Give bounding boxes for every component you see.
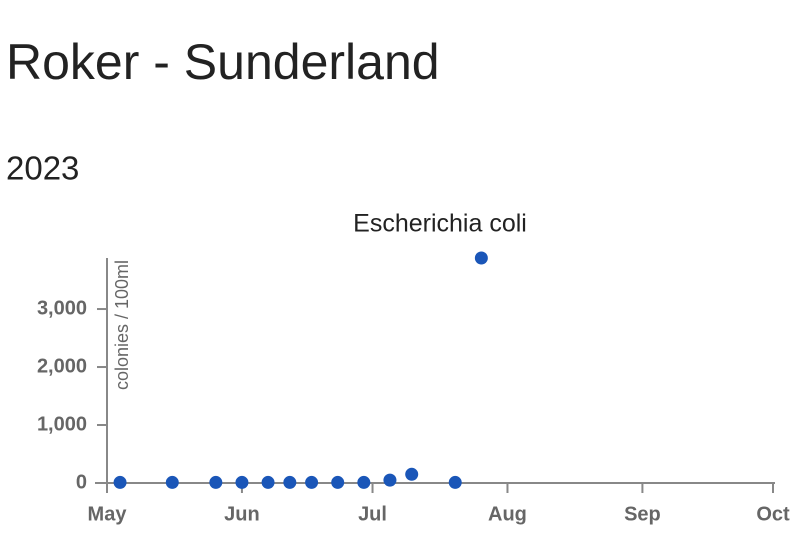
- y-tick-label: 1,000: [37, 413, 87, 435]
- y-tick-label: 0: [76, 471, 87, 493]
- x-tick-label: Jul: [358, 503, 387, 525]
- x-tick-label: May: [88, 503, 128, 525]
- point: [113, 475, 127, 489]
- point: [305, 475, 319, 489]
- point: [261, 475, 275, 489]
- x-tick-label: Jun: [224, 503, 260, 525]
- y-tick-label: 2,000: [37, 355, 87, 377]
- point: [357, 475, 371, 489]
- point: [448, 475, 462, 489]
- point: [165, 475, 179, 489]
- point: [474, 251, 488, 265]
- point: [283, 475, 297, 489]
- y-tick-label: 3,000: [37, 297, 87, 319]
- x-tick-label: Oct: [756, 503, 790, 525]
- point: [235, 475, 249, 489]
- x-tick-label: Aug: [488, 503, 527, 525]
- y-axis-label: colonies / 100ml: [112, 260, 132, 390]
- point: [331, 475, 345, 489]
- chart-title: Escherichia coli: [353, 210, 527, 238]
- point: [405, 467, 419, 481]
- point: [383, 473, 397, 487]
- x-tick-label: Sep: [624, 503, 661, 525]
- page-title: Roker - Sunderland: [6, 34, 440, 90]
- page-subtitle: 2023: [6, 150, 79, 187]
- point: [209, 475, 223, 489]
